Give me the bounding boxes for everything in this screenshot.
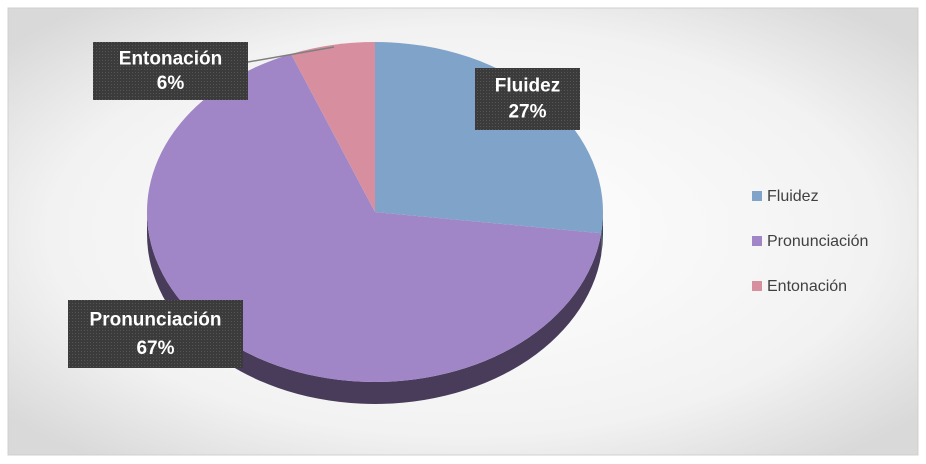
legend-label: Entonación xyxy=(767,278,847,295)
label-value: 6% xyxy=(157,73,185,94)
legend: Fluidez Pronunciación Entonación xyxy=(752,188,868,295)
slice-side xyxy=(601,212,603,256)
label-category: Pronunciación xyxy=(90,309,222,330)
label-category: Entonación xyxy=(119,48,222,69)
legend-swatch xyxy=(752,281,762,291)
legend-label: Fluidez xyxy=(767,188,819,205)
leader-line xyxy=(247,46,335,63)
legend-swatch xyxy=(752,236,762,246)
label-box xyxy=(93,42,248,100)
pie xyxy=(147,42,603,405)
legend-label: Pronunciación xyxy=(767,233,868,250)
label-category: Fluidez xyxy=(495,76,560,97)
label-value: 27% xyxy=(508,102,546,123)
slice xyxy=(375,42,603,234)
slice xyxy=(147,53,602,382)
label-box xyxy=(68,300,243,368)
label-value: 67% xyxy=(136,338,174,359)
label-box xyxy=(475,68,580,130)
slice xyxy=(291,42,375,212)
data-labels: Fluidez 27% Pronunciación 67% Entonación 6% xyxy=(68,42,580,368)
legend-swatch xyxy=(752,191,762,201)
